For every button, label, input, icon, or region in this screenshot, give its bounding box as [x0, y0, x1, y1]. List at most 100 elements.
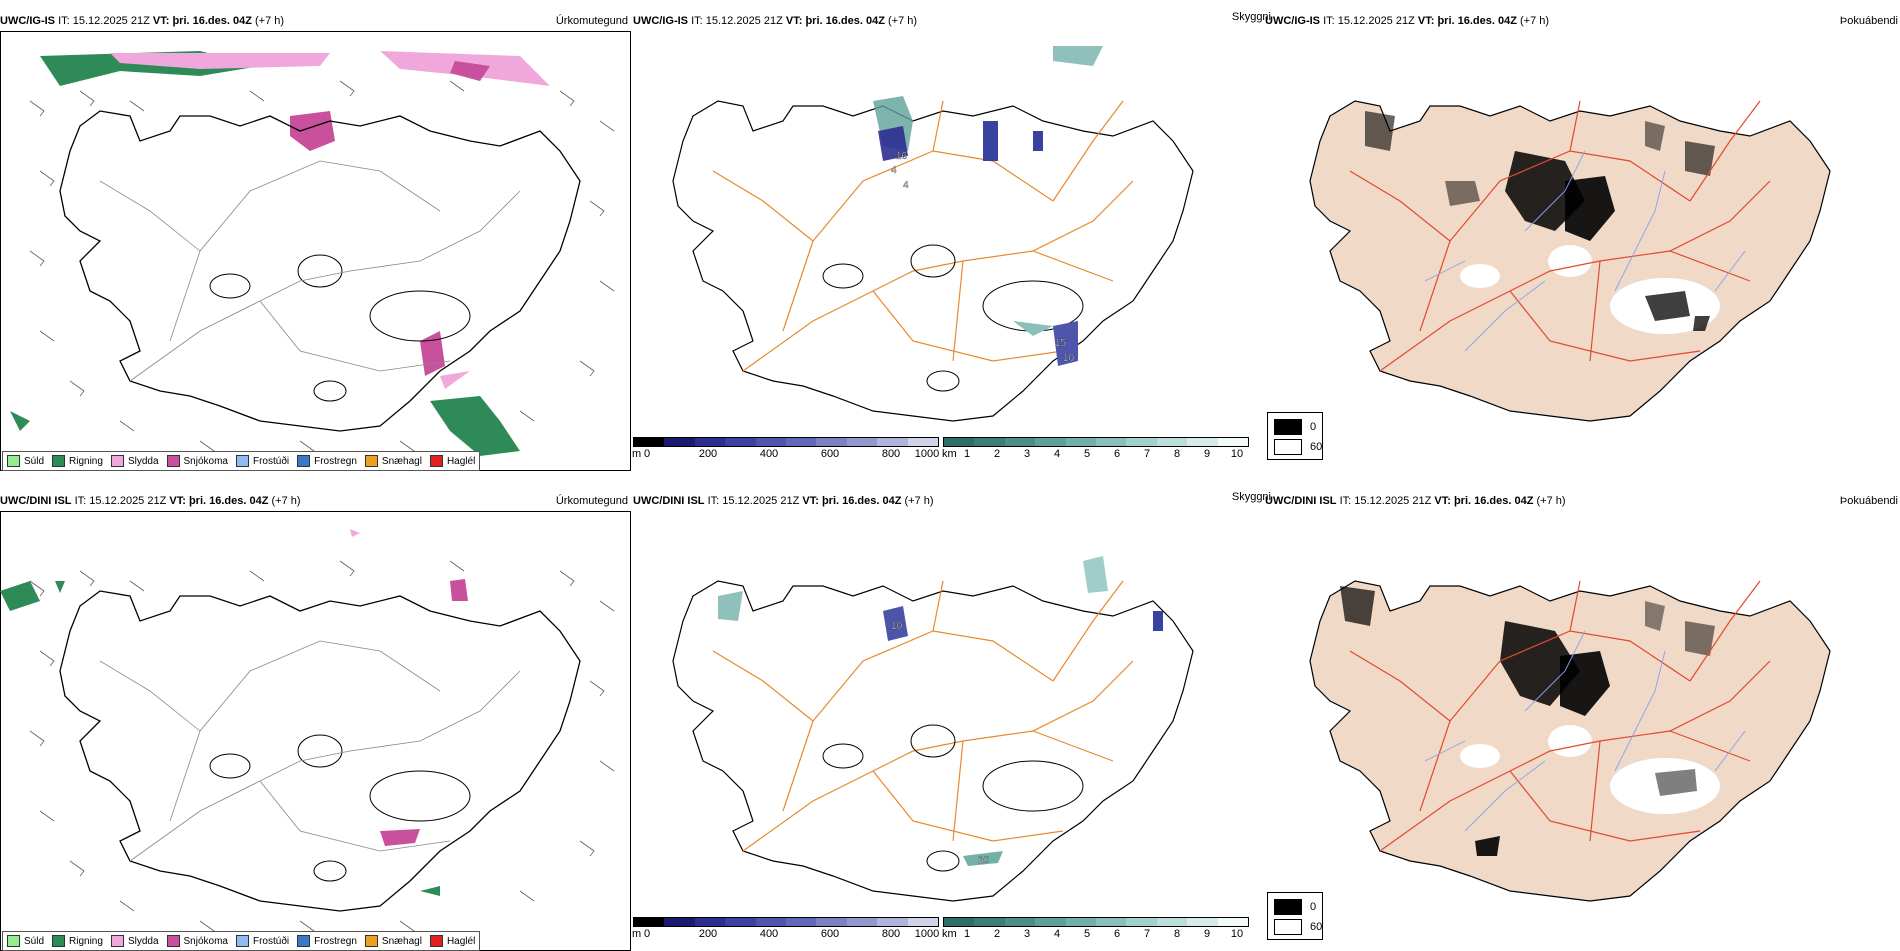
legend-item: Frostúði [235, 455, 290, 467]
lead-time: (+7 h) [1520, 15, 1550, 27]
scale-tick: 1000 [914, 448, 940, 460]
legend-item: 60 [1274, 919, 1322, 935]
cloud-base-scale: m 0 200 400 600 800 1000 [632, 917, 940, 941]
rivers [1424, 150, 1746, 352]
scale-tick: 400 [759, 928, 779, 940]
map-value-labels: 16 4 4 15 10 [891, 151, 1075, 364]
legend-item: 60 [1274, 439, 1322, 455]
vt-label: VT: [1434, 495, 1451, 507]
it-label: IT: [1339, 495, 1352, 507]
fog-in-white [1645, 291, 1710, 331]
legend-swatch [429, 455, 443, 467]
legend-swatch [52, 455, 66, 467]
panel-title: UWC/DINI ISL IT: 15.12.2025 21Z VT: þri.… [1265, 495, 1566, 507]
scale-tick: 3 [1023, 928, 1031, 940]
scale-tick: 3 [1023, 448, 1031, 460]
scale-tick: 200 [698, 448, 718, 460]
vt-label: VT: [802, 495, 819, 507]
it-label: IT: [691, 15, 703, 27]
precip-areas [0, 529, 470, 951]
scale-tick: 800 [881, 448, 901, 460]
scale-tick: 600 [820, 928, 840, 940]
scale-tick: 9 [1203, 448, 1211, 460]
parameter-name: Þokuábendi [1839, 495, 1898, 507]
legend-swatch [52, 935, 66, 947]
it-label: IT: [58, 15, 70, 27]
model-name: UWC/IG-IS [0, 15, 55, 27]
scale-tick: 1 [963, 448, 971, 460]
precip-areas [10, 51, 550, 456]
visibility-scale: km 1 2 3 4 5 6 7 8 9 10 [942, 437, 1249, 461]
legend-swatch [1274, 419, 1302, 435]
scale-tick: 10 [1230, 928, 1244, 940]
scale-tick: 6 [1113, 928, 1121, 940]
scale-tick: 4 [1053, 928, 1061, 940]
it-value: 15.12.2025 21Z [1337, 15, 1415, 27]
legend-label: Frostúði [252, 455, 290, 467]
scale-tick: 7 [1143, 448, 1151, 460]
roads [99, 160, 521, 382]
panel-title: UWC/DINI ISL IT: 15.12.2025 21Z VT: þri.… [633, 495, 934, 507]
map-value-label: 16 [896, 151, 908, 162]
legend-item: Snjókoma [166, 455, 228, 467]
it-label: IT: [707, 495, 720, 507]
legend-label: Snæhagl [381, 935, 422, 947]
scale-tick: 1000 [914, 928, 940, 940]
lead-time: (+7 h) [255, 15, 285, 27]
scale-tick: 8 [1173, 448, 1181, 460]
model-name: UWC/DINI ISL [633, 495, 705, 507]
legend-item: Snæhagl [364, 455, 422, 467]
legend-item: Rigning [52, 935, 103, 947]
legend-swatch [364, 935, 378, 947]
vt-label: VT: [785, 15, 803, 27]
visibility-panel: UWC/IG-IS IT: 15.12.2025 21Z VT: þri. 16… [632, 11, 1323, 470]
legend-swatch [7, 455, 20, 467]
parameter-name: Skyggni [1231, 11, 1271, 23]
scale-tick: 200 [698, 928, 718, 940]
legend-label: 60 [1310, 441, 1323, 453]
lead-time: (+7 h) [1536, 495, 1566, 507]
map-value-label: 4 [903, 180, 909, 191]
scale-tick: 5 [1083, 928, 1091, 940]
legend-swatch [166, 455, 180, 467]
model-name: UWC/DINI ISL [1265, 495, 1337, 507]
legend-label: 60 [1310, 921, 1323, 933]
legend-item: Súld [7, 455, 44, 467]
legend-item: Slydda [110, 935, 159, 947]
iceland-coastline [59, 110, 581, 432]
fog-in-white [1655, 769, 1697, 796]
scale-tick: 600 [820, 448, 840, 460]
roads [1349, 580, 1771, 852]
legend-swatch [166, 935, 180, 947]
wind-barbs [29, 560, 615, 937]
precip-type-panel: UWC/IG-IS IT: 15.12.2025 21Z VT: þri. 16… [0, 15, 631, 471]
map-value-label: 10 [891, 621, 903, 632]
legend-swatch [1274, 919, 1302, 935]
legend-label: Haglél [446, 455, 476, 467]
scale-tick: 2 [993, 928, 1001, 940]
panel-title: UWC/IG-IS IT: 15.12.2025 21Z VT: þri. 16… [633, 15, 917, 27]
it-value: 15.12.2025 21Z [722, 495, 800, 507]
forecast-row-bottom: UWC/DINI ISL IT: 15.12.2025 21Z VT: þri.… [0, 480, 1900, 951]
map-value-label: 10 [978, 855, 990, 866]
legend-swatch [297, 455, 311, 467]
it-value: 15.12.2025 21Z [1354, 495, 1432, 507]
legend-item: Snæhagl [364, 935, 422, 947]
legend-swatch [235, 935, 249, 947]
roads [712, 580, 1134, 852]
legend-label: Haglél [446, 935, 476, 947]
it-value: 15.12.2025 21Z [89, 495, 167, 507]
scale-tick: 9 [1203, 928, 1211, 940]
fog-areas [1365, 111, 1715, 241]
legend-item: Frostregn [297, 455, 357, 467]
scale-tick: 400 [759, 448, 779, 460]
legend-swatch [1274, 899, 1302, 915]
cloud-base-scale: m 0 200 400 600 800 1000 [632, 437, 940, 461]
cloud-base-colorbar [633, 437, 939, 447]
visibility-colorbar [943, 917, 1249, 927]
scale-tick: 5 [1083, 448, 1091, 460]
panel-title: UWC/DINI ISL IT: 15.12.2025 21Z VT: þri.… [0, 495, 301, 507]
legend-label: Rigning [69, 935, 103, 947]
fog-index-panel: UWC/IG-IS IT: 15.12.2025 21Z VT: þri. 16… [1265, 15, 1900, 470]
legend-item: Haglél [429, 455, 476, 467]
